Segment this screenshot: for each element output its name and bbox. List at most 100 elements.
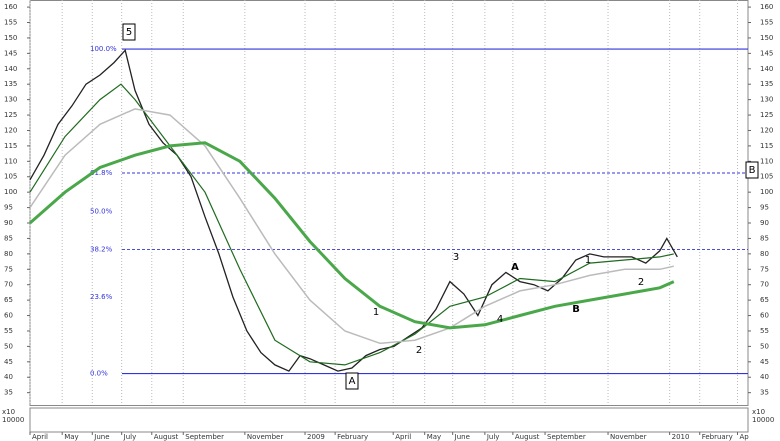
x-tick-label: July [123,433,137,441]
x-tick-label: August [515,433,540,441]
x-tick-label: 2010 [672,433,690,441]
x-tick-label: November [610,433,647,441]
x-tick-label: June [93,433,109,441]
y-tick-label: 65 [4,296,13,304]
annotation: B [749,165,756,176]
x-tick-label: June [454,433,470,441]
annotation: 2 [638,277,644,288]
volume-scale: x10 [2,408,15,416]
x-tick-label: May [427,433,441,441]
annotation: 4 [497,314,503,325]
volume-axis-label: 10000 [2,416,24,424]
x-tick-label: Ap [740,433,750,441]
y-tick-label: 160 [4,3,17,11]
y-tick-label: 155 [760,19,773,27]
annotation: 1 [373,307,379,318]
y-tick-label: 75 [4,265,13,273]
y-tick-label: 120 [4,126,17,134]
annotation-box [345,372,359,390]
annotation-box [745,161,759,179]
fib-label: 0.0% [90,370,108,378]
y-tick-label: 110 [4,157,17,165]
x-tick-label: February [337,433,368,441]
fib-label: 100.0% [90,45,117,53]
y-tick-label: 100 [4,188,17,196]
y-tick-label: 145 [760,49,773,57]
volume-scale: x10 [752,408,765,416]
volume-frame [29,407,749,433]
y-tick-label: 125 [4,111,17,119]
y-tick-label: 70 [4,281,13,289]
y-tick-label: 35 [760,389,769,397]
y-tick-label: 80 [4,250,13,258]
x-tick-label: September [185,433,224,441]
x-tick-label: May [64,433,78,441]
series-line [29,108,674,345]
y-tick-label: 155 [4,19,17,27]
y-tick-label: 115 [4,142,17,150]
series-line [29,141,675,330]
y-tick-label: 60 [4,312,13,320]
x-tick-label: September [547,433,586,441]
annotation: 3 [453,252,459,263]
fib-label: 61.8% [90,169,113,177]
y-tick-label: 80 [760,250,769,258]
y-tick-label: 100 [760,188,773,196]
y-tick-label: 55 [760,327,769,335]
y-tick-label: 85 [760,234,769,242]
annotation: B [572,304,580,315]
y-tick-label: 115 [760,142,773,150]
y-tick-label: 110 [760,157,773,165]
y-tick-label: 60 [760,312,769,320]
y-tick-label: 45 [4,358,13,366]
y-tick-label: 70 [760,281,769,289]
y-tick-label: 135 [760,80,773,88]
y-tick-label: 35 [4,389,13,397]
annotation-box [122,23,136,41]
y-tick-label: 40 [760,373,769,381]
y-tick-label: 55 [4,327,13,335]
fib-label: 23.6% [90,293,113,301]
y-tick-label: 105 [760,173,773,181]
y-tick-label: 90 [760,219,769,227]
y-tick-label: 160 [760,3,773,11]
y-tick-label: 140 [4,65,17,73]
y-tick-label: 150 [760,34,773,42]
y-tick-label: 90 [4,219,13,227]
annotation: 1 [585,255,591,266]
y-tick-label: 45 [760,358,769,366]
x-tick-label: August [154,433,179,441]
y-tick-label: 85 [4,234,13,242]
y-tick-label: 105 [4,173,17,181]
fib-label: 38.2% [90,246,113,254]
y-tick-label: 50 [760,342,769,350]
x-tick-label: July [486,433,500,441]
y-tick-label: 130 [4,96,17,104]
series-line [29,48,678,372]
plot-frame [29,0,749,406]
x-tick-label: April [395,433,411,441]
y-tick-label: 140 [760,65,773,73]
y-tick-label: 130 [760,96,773,104]
x-tick-label: February [702,433,733,441]
y-tick-label: 95 [760,204,769,212]
x-tick-label: April [32,433,48,441]
y-tick-label: 125 [760,111,773,119]
y-tick-label: 120 [760,126,773,134]
series-line [29,83,674,366]
y-tick-label: 95 [4,204,13,212]
volume-axis-label: 10000 [752,416,774,424]
annotation: 2 [416,345,422,356]
y-tick-label: 145 [4,49,17,57]
annotation: 5 [126,27,132,38]
y-tick-label: 150 [4,34,17,42]
fib-label: 50.0% [90,207,113,215]
x-tick-label: 2009 [307,433,325,441]
y-tick-label: 40 [4,373,13,381]
annotation: A [349,376,356,387]
y-tick-label: 50 [4,342,13,350]
x-tick-label: November [247,433,284,441]
y-tick-label: 135 [4,80,17,88]
